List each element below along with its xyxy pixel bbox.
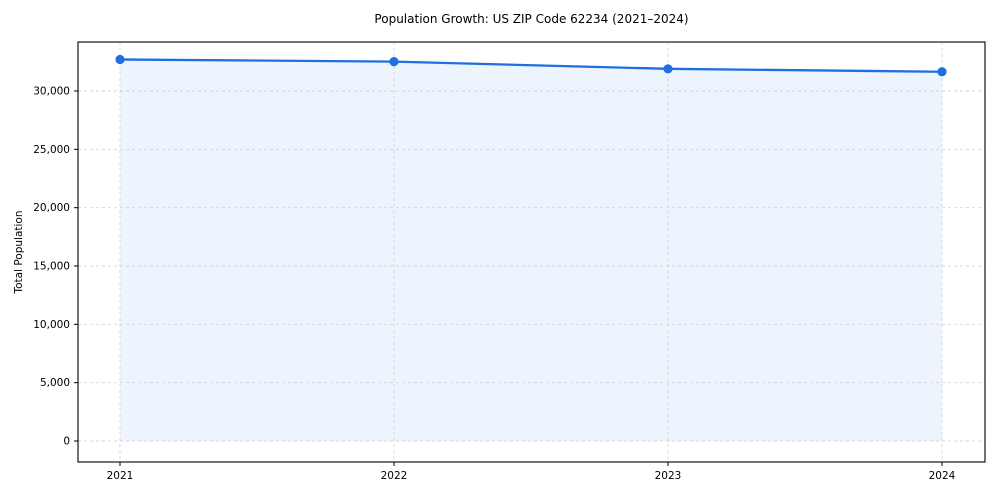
y-tick-label: 15,000: [33, 261, 70, 273]
data-point-marker: [115, 54, 125, 65]
x-tick-label: 2024: [929, 470, 956, 482]
x-tick-label: 2021: [107, 470, 134, 482]
population-line: [118, 58, 944, 73]
chart-title: Population Growth: US ZIP Code 62234 (20…: [374, 12, 689, 26]
data-point-marker: [663, 64, 673, 74]
y-tick-label: 10,000: [33, 319, 70, 331]
area-fill: [120, 59, 942, 441]
y-tick-label: 25,000: [33, 144, 70, 156]
y-tick-label: 30,000: [33, 86, 70, 98]
data-point-marker: [389, 57, 399, 67]
plot-border: [77, 41, 986, 463]
data-point-marker: [937, 67, 947, 77]
x-tick-label: 2023: [655, 470, 682, 482]
x-tick-label: 2022: [381, 470, 408, 482]
y-tick-label: 0: [63, 436, 70, 448]
y-tick-label: 20,000: [33, 202, 70, 214]
y-tick-label: 5,000: [40, 377, 70, 389]
